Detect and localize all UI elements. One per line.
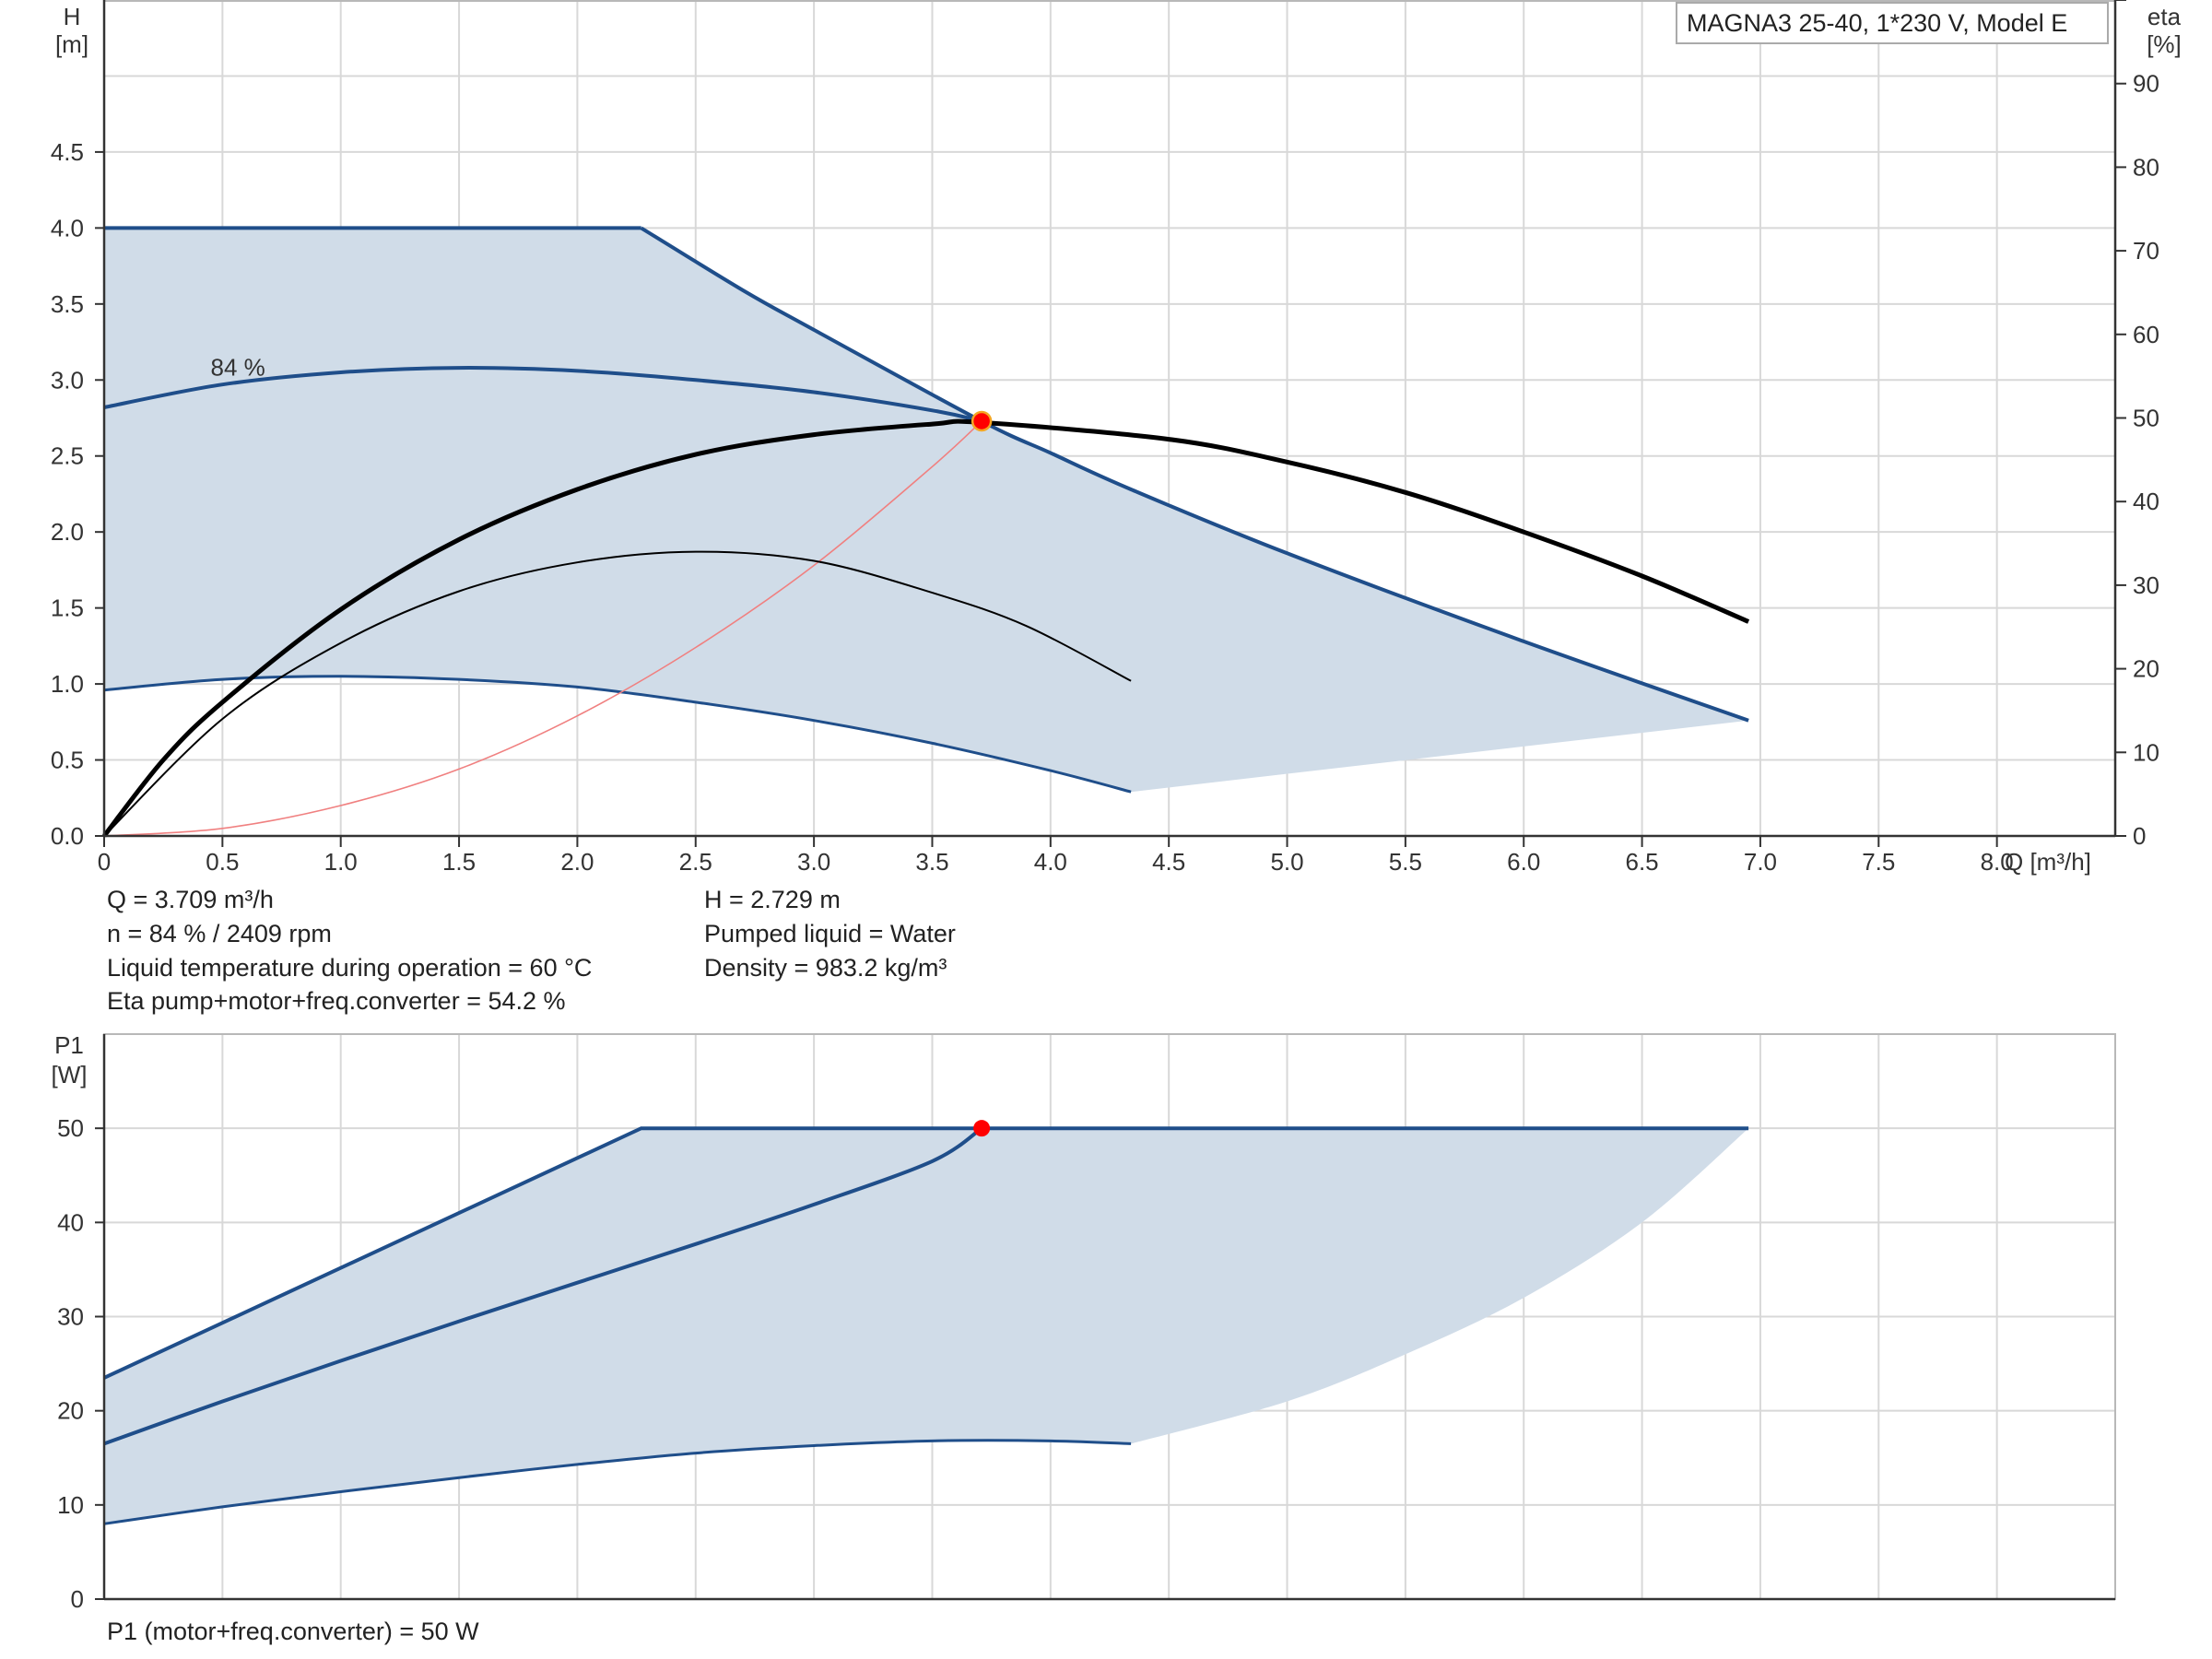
info-density: Density = 983.2 kg/m³: [704, 954, 947, 982]
head-y-tick-label: 1.5: [51, 594, 84, 622]
head-x-tick-label: 2.5: [679, 848, 712, 876]
eta-84-curve: [103, 550, 1132, 837]
power-y-tick-label: 0: [71, 1585, 84, 1613]
head-y2-tick-label: 60: [2133, 321, 2159, 348]
power-duty-point: [973, 1120, 991, 1137]
head-y2-tick-label: 40: [2133, 488, 2159, 515]
head-y-tick-label: 3.5: [51, 290, 84, 318]
curve-label-84: 84 %: [211, 353, 265, 381]
head-y-axis-label: H: [64, 3, 81, 30]
head-y-tick-label: 3.0: [51, 366, 84, 394]
head-y2-axis-unit: [%]: [2147, 30, 2182, 58]
power-84-curve: [103, 1126, 983, 1446]
info-temperature: Liquid temperature during operation = 60…: [107, 954, 593, 982]
eta-curve: [102, 418, 1750, 838]
power-y-axis-label: P1: [54, 1031, 84, 1059]
head-y2-tick-label: 80: [2133, 153, 2159, 181]
info-speed: n = 84 % / 2409 rpm: [107, 920, 332, 947]
head-x-tick-label: 6.0: [1507, 848, 1540, 876]
head-x-tick-label: 5.0: [1270, 848, 1303, 876]
head-x-axis-label: Q [m³/h]: [2005, 848, 2091, 876]
head-load-curve: [103, 420, 982, 837]
power-operating-area: [104, 1128, 1749, 1524]
head-y-axis-unit: [m]: [55, 30, 88, 58]
head-y2-tick-label: 70: [2133, 237, 2159, 265]
power-y-tick-label: 40: [57, 1208, 84, 1236]
info-efficiency: Eta pump+motor+freq.converter = 54.2 %: [107, 987, 566, 1015]
head-y-tick-label: 0.0: [51, 822, 84, 850]
head-x-tick-label: 2.0: [560, 848, 594, 876]
info-power: P1 (motor+freq.converter) = 50 W: [107, 1618, 479, 1645]
head-y-tick-label: 2.5: [51, 442, 84, 470]
head-y2-tick-label: 10: [2133, 738, 2159, 766]
head-x-tick-label: 1.0: [324, 848, 358, 876]
power-y-tick-label: 50: [57, 1114, 84, 1142]
power-min-curve: [103, 1439, 1132, 1525]
head-x-tick-label: 4.0: [1034, 848, 1067, 876]
head-x-tick-label: 1.5: [442, 848, 476, 876]
info-flow: Q = 3.709 m³/h: [107, 886, 274, 913]
power-y-axis-unit: [W]: [52, 1061, 88, 1088]
head-x-tick-label: 6.5: [1626, 848, 1659, 876]
head-y-tick-label: 2.0: [51, 518, 84, 546]
info-head: H = 2.729 m: [704, 886, 841, 913]
head-x-tick-label: 8.0: [1981, 848, 2014, 876]
power-y-tick-label: 20: [57, 1397, 84, 1425]
head-y-tick-label: 0.5: [51, 747, 84, 774]
power-max-curve: [103, 1126, 1749, 1380]
head-max-curve: [640, 226, 1749, 723]
head-y2-tick-label: 90: [2133, 70, 2159, 98]
power-y-tick-label: 30: [57, 1303, 84, 1331]
head-x-tick-label: 3.0: [797, 848, 830, 876]
head-y-tick-label: 1.0: [51, 670, 84, 698]
head-y2-tick-label: 20: [2133, 655, 2159, 683]
head-x-tick-label: 3.5: [915, 848, 948, 876]
head-y-tick-label: 4.0: [51, 214, 84, 241]
head-x-tick-label: 0.5: [206, 848, 239, 876]
head-y2-tick-label: 50: [2133, 405, 2159, 432]
head-x-tick-label: 7.0: [1744, 848, 1777, 876]
head-x-tick-label: 5.5: [1389, 848, 1422, 876]
head-y2-tick-label: 30: [2133, 571, 2159, 599]
legend-box: MAGNA3 25-40, 1*230 V, Model E: [1676, 2, 2109, 44]
head-y2-tick-label: 0: [2133, 822, 2146, 850]
head-x-tick-label: 7.5: [1862, 848, 1895, 876]
power-y-tick-label: 10: [57, 1491, 84, 1519]
head-y-tick-label: 4.5: [51, 138, 84, 166]
head-min-curve: [103, 675, 1132, 794]
info-liquid: Pumped liquid = Water: [704, 920, 956, 947]
head-duty-point: [971, 410, 993, 432]
head-x-tick-label: 4.5: [1152, 848, 1185, 876]
head-x-tick-label: 0: [98, 848, 111, 876]
head-operating-area: [104, 228, 1749, 793]
head-y2-axis-label: eta: [2147, 3, 2182, 30]
head-84-curve: [103, 366, 982, 423]
